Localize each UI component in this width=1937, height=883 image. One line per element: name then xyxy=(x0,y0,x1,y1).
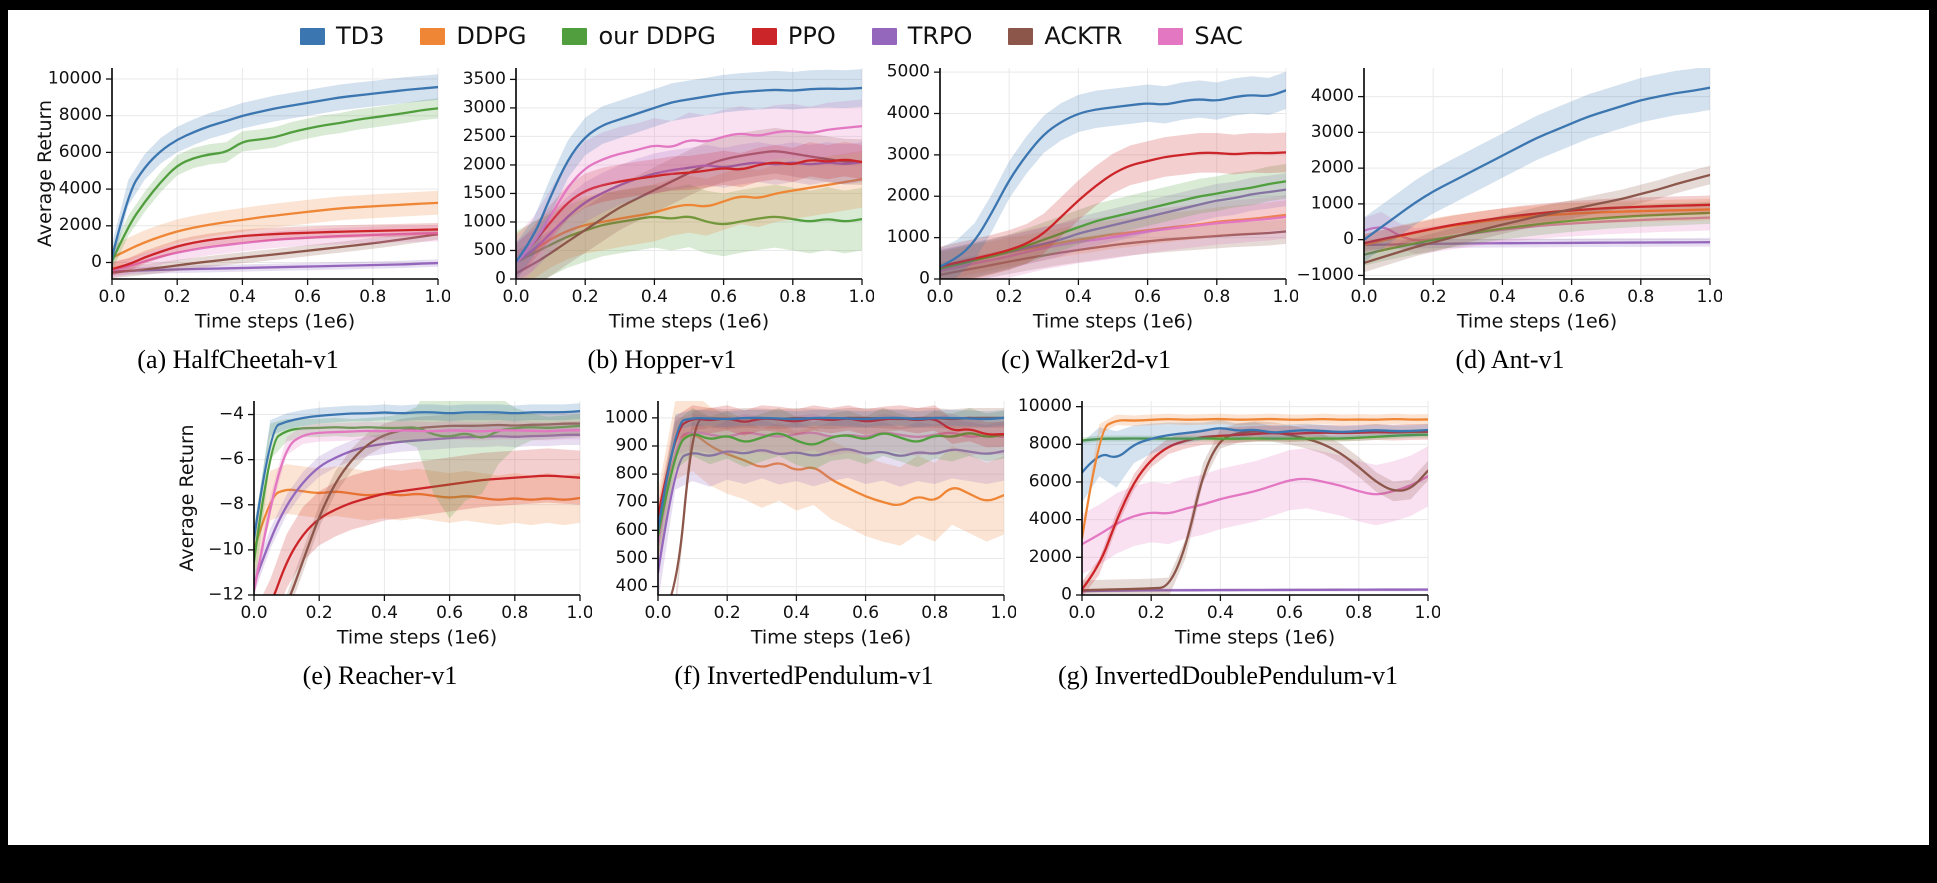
legend-label-trpo: TRPO xyxy=(907,22,973,50)
legend-item-ddpg: DDPG xyxy=(420,24,526,48)
trpo-color-swatch xyxy=(871,27,897,45)
legend-label-ddpg: DDPG xyxy=(456,22,527,50)
ppo-color-swatch xyxy=(751,27,777,45)
legend-item-td3: TD3 xyxy=(300,24,384,48)
legend-item-acktr: ACKTR xyxy=(1008,24,1122,48)
invertedpendulum-caption: (f) InvertedPendulum-v1 xyxy=(674,661,934,690)
inverteddoublependulum-caption: (g) InvertedDoublePendulum-v1 xyxy=(1057,661,1399,690)
plot-reacher: (e) Reacher-v1 xyxy=(168,387,592,691)
walker2d-caption: (c) Walker2d-v1 xyxy=(1001,345,1171,374)
td3-color-swatch xyxy=(300,27,325,45)
halfcheetah-chart-canvas xyxy=(26,54,450,339)
plot-inverteddoublependulum: (g) InvertedDoublePendulum-v1 xyxy=(1016,387,1440,691)
ant-caption: (d) Ant-v1 xyxy=(1455,345,1565,374)
reacher-caption: (e) Reacher-v1 xyxy=(302,661,458,690)
legend-label-td3: TD3 xyxy=(336,22,385,50)
legend: TD3 DDPG our DDPG PPO TRPO ACKTR SAC xyxy=(300,24,1929,48)
invertedpendulum-chart-canvas xyxy=(592,387,1016,655)
reacher-chart-canvas xyxy=(168,387,592,655)
legend-item-sac: SAC xyxy=(1158,22,1243,50)
legend-item-trpo: TRPO xyxy=(871,22,973,50)
legend-label-sac: SAC xyxy=(1194,22,1243,50)
plot-invertedpendulum: (f) InvertedPendulum-v1 xyxy=(592,387,1016,691)
acktr-color-swatch xyxy=(1008,27,1034,45)
legend-item-ppo: PPO xyxy=(751,22,836,50)
halfcheetah-caption: (a) HalfCheetah-v1 xyxy=(137,345,339,374)
sac-color-swatch xyxy=(1158,27,1184,45)
plot-halfcheetah: (a) HalfCheetah-v1 xyxy=(26,54,450,375)
plot-walker2d: (c) Walker2d-v1 xyxy=(874,54,1298,375)
legend-label-acktr: ACKTR xyxy=(1044,22,1123,50)
walker2d-chart-canvas xyxy=(874,54,1298,339)
figure-page: TD3 DDPG our DDPG PPO TRPO ACKTR SAC xyxy=(8,10,1929,845)
hopper-caption: (b) Hopper-v1 xyxy=(587,345,737,374)
plot-hopper: (b) Hopper-v1 xyxy=(450,54,874,375)
inverteddoublependulum-chart-canvas xyxy=(1016,387,1440,655)
legend-label-ppo: PPO xyxy=(787,22,836,50)
our-ddpg-color-swatch xyxy=(562,27,588,45)
legend-item-our-ddpg: our DDPG xyxy=(562,22,716,50)
ddpg-color-swatch xyxy=(420,27,446,45)
hopper-chart-canvas xyxy=(450,54,874,339)
legend-label-our-ddpg: our DDPG xyxy=(598,22,716,50)
plot-row-top: (a) HalfCheetah-v1 (b) Hopper-v1 (c) Wal… xyxy=(26,54,1929,375)
plot-ant: (d) Ant-v1 xyxy=(1298,54,1722,375)
ant-chart-canvas xyxy=(1298,54,1722,339)
plot-row-bottom: (e) Reacher-v1 (f) InvertedPendulum-v1 (… xyxy=(168,387,1929,691)
